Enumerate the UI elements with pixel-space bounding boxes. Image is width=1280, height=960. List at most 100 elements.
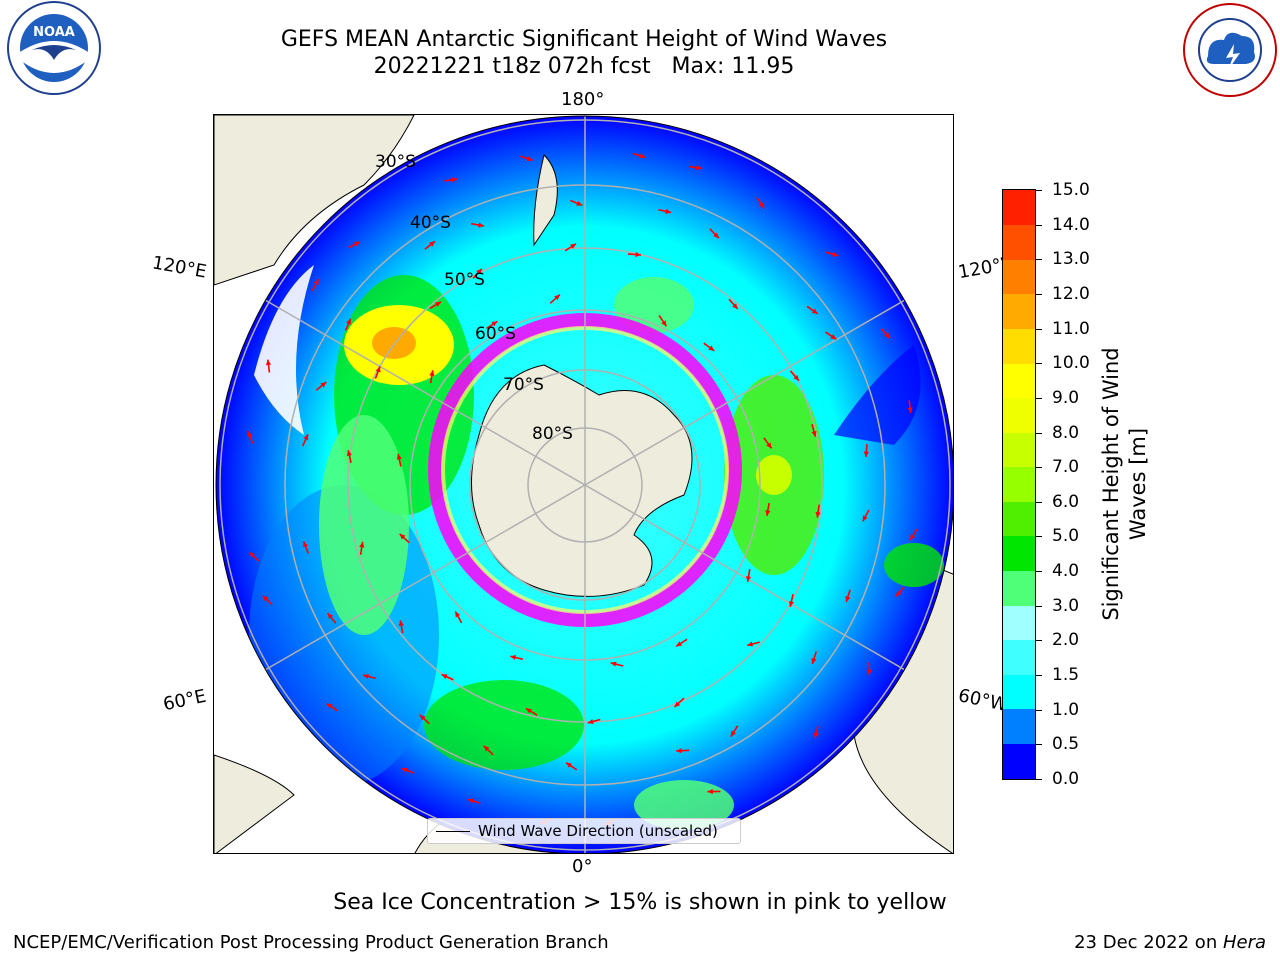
wind-wave-direction-arrows: [247, 152, 918, 826]
wave-direction-arrow: [510, 654, 524, 661]
wave-direction-arrow: [424, 240, 436, 250]
colorbar-segment: [1003, 328, 1035, 364]
wave-direction-arrow: [895, 585, 905, 597]
colorbar-tick: [1036, 432, 1042, 434]
colorbar-tick-label: 9.0: [1052, 387, 1080, 408]
lat-label-40s: 40°S: [410, 213, 451, 233]
map-panel: Wind Wave Direction (unscaled): [213, 114, 954, 854]
colorbar-tick: [1036, 363, 1042, 365]
wave-direction-arrow: [396, 453, 402, 467]
colorbar-segment: [1003, 708, 1035, 744]
colorbar-title-line2: Waves [m]: [1126, 427, 1150, 541]
wave-direction-arrow: [658, 315, 668, 327]
wave-direction-arrow: [730, 725, 739, 738]
wave-direction-arrow: [587, 718, 601, 725]
wave-direction-arrow: [863, 443, 869, 458]
wave-direction-arrow: [675, 638, 688, 648]
colorbar-segment: [1003, 674, 1035, 710]
wave-direction-arrow: [728, 298, 739, 310]
grid-lines: [219, 115, 951, 853]
colorbar-segment: [1003, 535, 1035, 572]
noaa-logo: NOAA: [7, 1, 101, 95]
wave-direction-arrow: [472, 268, 483, 279]
wave-direction-arrow: [326, 702, 338, 712]
wave-direction-arrow: [429, 370, 435, 384]
wave-direction-arrow: [907, 400, 913, 414]
wave-direction-arrow: [811, 424, 817, 438]
lat-label-50s: 50°S: [444, 270, 485, 290]
wave-direction-arrow: [703, 342, 715, 352]
wave-direction-arrow: [825, 331, 837, 340]
wave-direction-arrow: [362, 673, 376, 680]
wave-direction-arrow: [632, 152, 646, 159]
colorbar-tick: [1036, 779, 1042, 780]
wave-direction-arrow: [862, 509, 870, 522]
colorbar-segment: [1003, 362, 1035, 399]
colorbar-segment: [1003, 743, 1035, 779]
colorbar-segment: [1003, 501, 1035, 537]
colorbar-tick: [1036, 224, 1042, 226]
colorbar-tick: [1036, 259, 1042, 261]
wave-direction-arrow: [811, 651, 818, 665]
colorbar-tick: [1036, 640, 1042, 642]
wave-direction-arrow: [845, 589, 851, 603]
colorbar-tick-label: 1.5: [1052, 665, 1080, 686]
colorbar-segment: [1003, 432, 1035, 468]
nws-logo: [1183, 3, 1277, 97]
wave-direction-arrow: [348, 241, 361, 249]
lat-label-80s: 80°S: [532, 424, 573, 444]
wave-direction-arrow: [401, 767, 415, 774]
legend-label: Wind Wave Direction (unscaled): [478, 822, 718, 840]
wave-direction-arrow: [788, 594, 794, 608]
wave-direction-arrow: [676, 748, 690, 754]
colorbar-tick: [1036, 293, 1042, 295]
colorbar-segment: [1003, 605, 1035, 641]
wave-direction-arrow: [564, 243, 577, 252]
lat-label-30s: 30°S: [375, 152, 416, 172]
wave-direction-arrow: [825, 251, 839, 257]
colorbar-segment: [1003, 570, 1035, 606]
colorbar-tick: [1036, 744, 1042, 746]
colorbar-tick-label: 11.0: [1052, 318, 1090, 339]
colorbar-tick-label: 1.0: [1052, 699, 1080, 720]
lat-label-60s: 60°S: [475, 324, 516, 344]
colorbar-tick-label: 13.0: [1052, 249, 1090, 270]
footer-date-text: 23 Dec 2022 on: [1074, 932, 1223, 953]
wave-direction-arrow: [327, 612, 337, 624]
wave-direction-arrow: [756, 197, 765, 209]
colorbar-tick: [1036, 605, 1042, 607]
colorbar-tick: [1036, 571, 1042, 573]
wave-direction-arrow: [398, 620, 404, 634]
colorbar-title-line1: Significant Height of Wind: [1099, 347, 1123, 621]
colorbar-tick-label: 0.0: [1052, 769, 1080, 789]
colorbar-tick-label: 7.0: [1052, 457, 1080, 478]
lon-label-180: 180°: [561, 89, 605, 110]
wave-direction-arrow: [549, 294, 561, 304]
colorbar: [1002, 189, 1036, 780]
wave-direction-arrow: [909, 528, 918, 541]
colorbar-tick: [1036, 328, 1042, 330]
wave-direction-arrow: [315, 381, 327, 391]
lat-label-70s: 70°S: [503, 375, 544, 395]
colorbar-tick-label: 5.0: [1052, 526, 1080, 547]
colorbar-tick: [1036, 190, 1042, 191]
wave-direction-arrow: [346, 450, 352, 464]
colorbar-tick-label: 14.0: [1052, 214, 1090, 235]
colorbar-tick: [1036, 709, 1042, 711]
wave-direction-arrow: [610, 661, 624, 667]
colorbar-segment: [1003, 190, 1035, 226]
wave-direction-arrow: [265, 359, 272, 373]
footer-machine: Hera: [1222, 932, 1266, 953]
wave-direction-arrow: [813, 725, 819, 739]
colorbar-tick: [1036, 397, 1042, 399]
wave-direction-arrow: [429, 301, 442, 310]
wave-direction-arrow: [520, 155, 533, 162]
sea-ice-note: Sea Ice Concentration > 15% is shown in …: [333, 890, 947, 915]
wave-direction-arrow: [441, 673, 454, 681]
colorbar-segment: [1003, 224, 1035, 260]
wave-direction-arrow: [419, 714, 430, 725]
wave-direction-arrow: [374, 366, 381, 379]
wave-direction-arrow: [746, 641, 760, 647]
colorbar-tick-label: 2.0: [1052, 630, 1080, 651]
colorbar-tick-label: 8.0: [1052, 422, 1080, 443]
